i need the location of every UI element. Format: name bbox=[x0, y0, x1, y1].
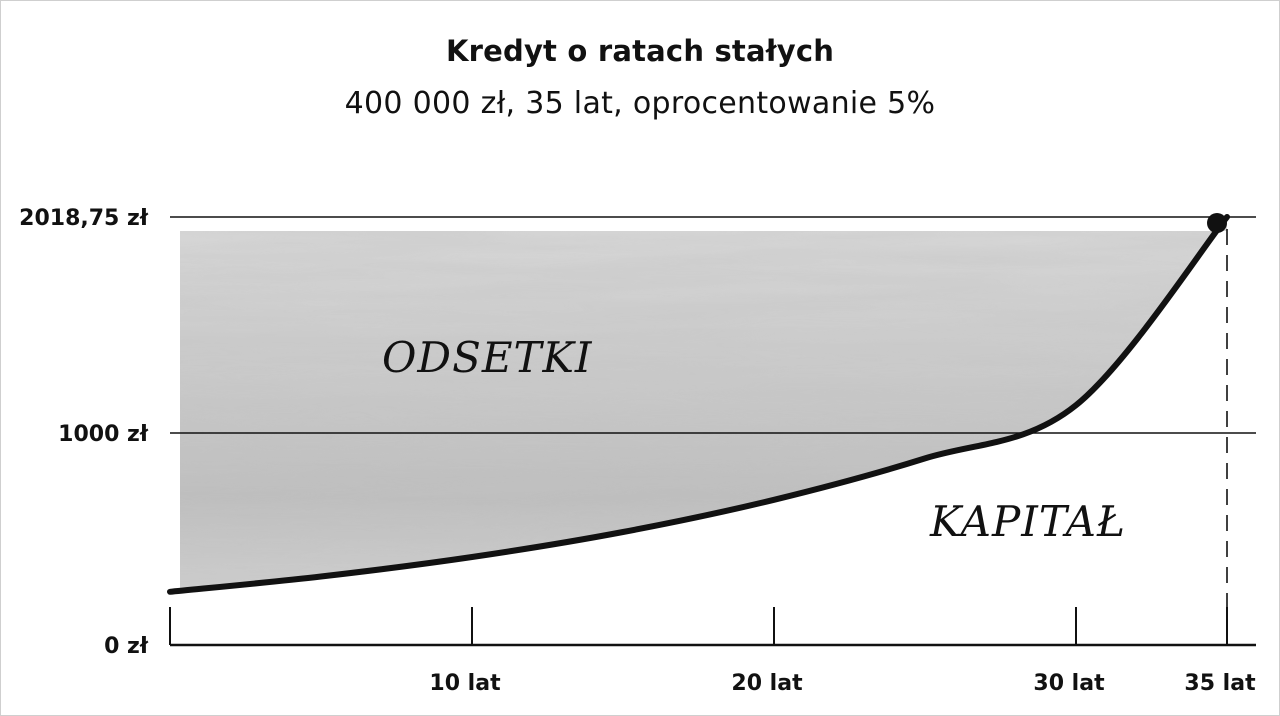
region-label-capital: KAPITAŁ bbox=[929, 497, 1126, 546]
region-label-interest: ODSETKI bbox=[382, 333, 593, 382]
x-tick-label: 10 lat bbox=[429, 671, 501, 696]
axis-layer bbox=[169, 229, 1256, 647]
grid-layer bbox=[170, 216, 1256, 434]
y-tick-label: 0 zł bbox=[104, 634, 149, 659]
capital-curve bbox=[167, 214, 1230, 595]
curve-end-blob bbox=[1207, 213, 1227, 233]
x-tick-label: 20 lat bbox=[731, 671, 803, 696]
interest-area-layer bbox=[170, 217, 1227, 592]
curve-layer bbox=[167, 213, 1230, 595]
y-tick-label: 2018,75 zł bbox=[19, 206, 149, 231]
y-tick-label: 1000 zł bbox=[58, 422, 149, 447]
x-tick-label: 35 lat bbox=[1184, 671, 1256, 696]
label-layer: 0 zł 1000 zł 2018,75 zł 10 lat 20 lat 30 lat 3… bbox=[19, 206, 1256, 696]
interest-area-texture bbox=[170, 217, 1227, 592]
chart-title: Kredyt o ratach stałych bbox=[445, 34, 835, 68]
chart-subtitle: 400 000 zł, 35 lat, oprocentowanie 5% bbox=[344, 86, 936, 121]
x-tick-label: 30 lat bbox=[1033, 671, 1105, 696]
